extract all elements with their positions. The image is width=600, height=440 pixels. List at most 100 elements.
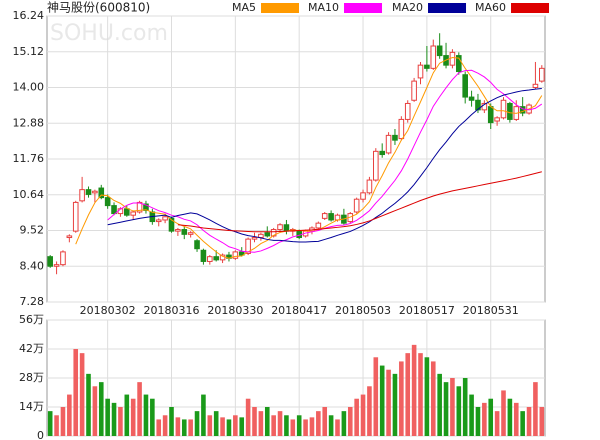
volume-bar [150, 398, 155, 436]
y-tick-label: 9.52 [20, 224, 45, 237]
volume-bar [47, 411, 53, 436]
candle-body [373, 150, 379, 181]
candle-body [124, 208, 130, 216]
candle-body [85, 189, 92, 195]
volume-bar [213, 411, 219, 436]
volume-bar [245, 398, 251, 436]
candle-body [175, 229, 181, 232]
volume-bar [322, 407, 328, 436]
volume-bar [156, 419, 162, 436]
candle-body [360, 192, 366, 200]
volume-bar [520, 411, 525, 436]
candle-body [66, 235, 73, 239]
candle-body [194, 240, 200, 250]
x-tick-label: 20180330 [207, 304, 263, 317]
volume-bar [271, 415, 276, 436]
y-tick-label: 12.88 [13, 116, 45, 129]
ma-line [75, 56, 543, 259]
volume-bar [207, 415, 213, 436]
y-tick-label: 15.12 [13, 45, 45, 58]
volume-bar [430, 361, 436, 436]
legend-label: MA5 [232, 1, 256, 14]
x-tick-label: 20180417 [271, 304, 327, 317]
volume-bar [475, 407, 481, 436]
volume-bar [367, 386, 372, 436]
candle-body [181, 229, 188, 235]
volume-bar [392, 373, 398, 436]
candle-body [136, 201, 143, 213]
candle-body [321, 213, 328, 219]
legend-swatch [428, 3, 467, 13]
candle-body [251, 237, 258, 240]
volume-bar [252, 407, 257, 436]
volume-bar [405, 353, 411, 436]
candle-body [411, 80, 417, 101]
legend-swatch [511, 3, 550, 13]
candle-body [213, 256, 219, 261]
volume-bar [67, 394, 72, 436]
volume-bar [533, 382, 538, 436]
volume-bar [130, 398, 136, 436]
volume-bar [169, 407, 174, 436]
volume-bar [316, 411, 321, 436]
candle-body [207, 256, 213, 262]
candle-body [500, 99, 507, 119]
x-tick-label: 20180302 [80, 304, 136, 317]
candle-body [379, 150, 385, 156]
legend-label: MA60 [475, 1, 506, 14]
x-tick-label: 20180316 [144, 304, 200, 317]
candle-body [366, 179, 373, 194]
volume-bar [450, 378, 455, 436]
candle-body [487, 106, 494, 124]
x-tick-label: 20180531 [463, 304, 519, 317]
y-tick-label: 16.24 [13, 9, 45, 22]
volume-bar [111, 402, 117, 436]
candle-body [60, 251, 66, 266]
volume-bar [86, 373, 91, 436]
volume-bar [226, 419, 232, 436]
volume-bar [373, 357, 379, 436]
volume-bar [181, 419, 187, 436]
candle-body [47, 256, 53, 267]
legend-label: MA10 [308, 1, 339, 14]
y-tick-label: 42万 [19, 342, 44, 355]
candle-body [143, 203, 149, 211]
x-tick-label: 20180503 [335, 304, 391, 317]
volume-bar [258, 411, 264, 436]
volume-bar [105, 398, 110, 436]
candle-body [53, 264, 60, 267]
volume-bar [296, 415, 302, 436]
candle-body [264, 232, 271, 237]
volume-bar [201, 394, 206, 436]
candle-body [245, 238, 251, 254]
candle-body [385, 134, 392, 154]
candle-body [507, 102, 513, 120]
candle-body [98, 187, 105, 199]
volume-bar [73, 349, 79, 436]
y-tick-label: 14万 [19, 400, 44, 413]
volume-bar [494, 411, 500, 436]
volume-bar [462, 378, 468, 436]
candle-body [449, 51, 456, 66]
candle-body [162, 216, 168, 221]
candle-body [92, 190, 98, 194]
volume-bar [443, 382, 449, 436]
candle-body [111, 205, 117, 215]
legend-label: MA20 [392, 1, 423, 14]
candle-body [468, 96, 475, 101]
volume-bar [456, 386, 462, 436]
volume-bar [501, 390, 506, 436]
candle-body [277, 224, 283, 231]
candle-body [430, 45, 437, 69]
candle-body [155, 219, 162, 223]
volume-bar [539, 407, 545, 436]
ma-line [107, 87, 542, 243]
volume-bar [143, 394, 149, 436]
volume-bar [513, 402, 519, 436]
y-tick-label: 56万 [19, 313, 44, 326]
volume-bar [194, 411, 200, 436]
candle-body [417, 64, 424, 79]
candle-body [436, 45, 443, 57]
